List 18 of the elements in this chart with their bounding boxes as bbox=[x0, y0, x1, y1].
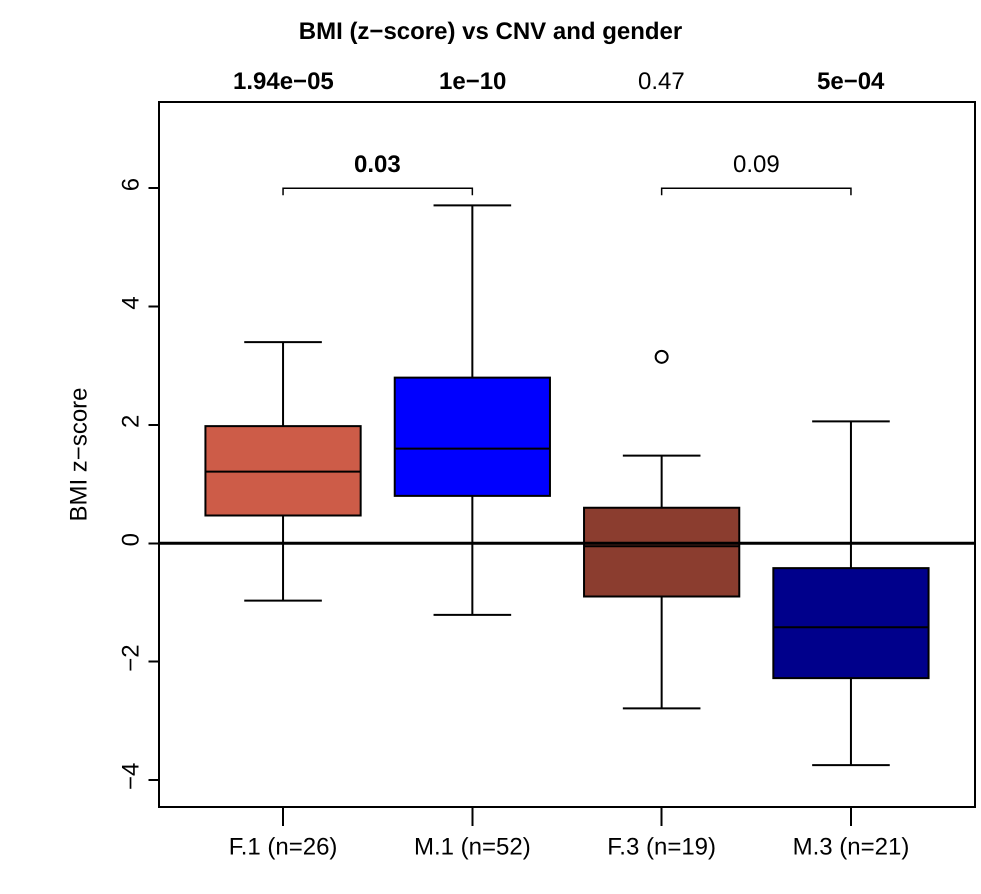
text: 5e−04 bbox=[817, 68, 886, 95]
y-tick-label: 4 bbox=[118, 296, 145, 310]
y-tick-label: −4 bbox=[118, 762, 145, 790]
text: 0.47 bbox=[638, 68, 685, 95]
x-tick-label: M.3 (n=21) bbox=[792, 834, 910, 861]
y-tick-label: 2 bbox=[118, 414, 145, 428]
text: 1.94e−05 bbox=[233, 68, 334, 95]
x-tick-label: M.1 (n=52) bbox=[414, 834, 531, 861]
x-tick-label: F.1 (n=26) bbox=[228, 834, 338, 861]
y-tick-label: −2 bbox=[118, 644, 145, 672]
y-axis-title: BMI z−score bbox=[65, 387, 92, 522]
y-tick-label: 0 bbox=[118, 532, 145, 546]
annotation: 0.09 bbox=[733, 151, 780, 178]
chart-title: BMI (z−score) vs CNV and gender bbox=[298, 18, 682, 46]
y-tick-label: 6 bbox=[118, 178, 145, 192]
x-tick-label: F.3 (n=19) bbox=[607, 834, 716, 861]
text: 1e−10 bbox=[439, 68, 506, 95]
annotation: 0.03 bbox=[354, 151, 401, 178]
